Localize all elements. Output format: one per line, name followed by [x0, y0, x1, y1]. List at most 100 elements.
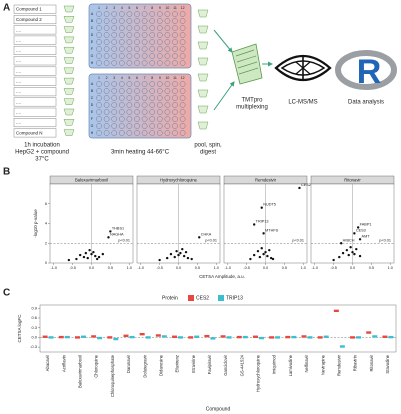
x-tick-label: Imiquimod: [272, 354, 277, 374]
box: [58, 335, 64, 339]
compound-label: ....: [16, 79, 21, 84]
x-tick-label: -0.5: [156, 266, 163, 270]
box: [80, 335, 86, 338]
compound-label: ....: [16, 48, 21, 53]
panel-label: A: [3, 3, 10, 14]
point: [179, 251, 182, 255]
plate-row: E: [91, 40, 94, 44]
well: [172, 39, 178, 45]
well: [172, 53, 178, 59]
well: [119, 39, 125, 45]
x-tick-label: Chloroquinephosphate: [110, 354, 115, 397]
plate-column: 8: [151, 76, 153, 80]
box: [64, 335, 70, 339]
well: [156, 53, 163, 59]
well: [164, 130, 171, 136]
well: [134, 18, 140, 24]
well: [172, 88, 178, 94]
well: [179, 95, 186, 101]
well: [111, 18, 117, 24]
panel-label: B: [3, 167, 10, 178]
well: [156, 109, 163, 115]
tube: [197, 73, 209, 82]
point: [353, 252, 356, 256]
well: [141, 95, 148, 101]
x-tick-label: 0.5: [282, 266, 287, 270]
plate-row: C: [91, 26, 94, 30]
point: [347, 253, 350, 257]
point-label: NUDT5: [263, 203, 276, 207]
box: [301, 335, 307, 338]
point: [262, 252, 265, 256]
compound-box: [13, 97, 57, 107]
well: [172, 11, 178, 17]
box: [226, 336, 232, 339]
well: [164, 116, 171, 122]
box: [113, 337, 119, 341]
tube: [63, 119, 75, 126]
x-tick-label: -0.5: [330, 266, 337, 270]
y-tick-label: 4: [45, 222, 47, 226]
point-label: MTHFS: [265, 228, 279, 232]
x-tick-label: Ribavirin: [353, 354, 358, 371]
box: [323, 335, 329, 338]
point: [82, 255, 86, 259]
well: [111, 88, 117, 94]
tube: [197, 9, 209, 18]
well: [172, 81, 178, 87]
well: [134, 81, 140, 87]
x-tick-label: -1.0: [224, 266, 231, 270]
compound-box: [13, 25, 57, 35]
box: [382, 335, 388, 338]
point: [190, 257, 193, 261]
box: [74, 336, 80, 339]
well: [103, 32, 110, 38]
well: [111, 81, 117, 87]
compound-label: ....: [16, 68, 21, 73]
well: [179, 109, 186, 115]
well: [156, 102, 163, 108]
compound-box: [13, 15, 57, 25]
plate-row: E: [91, 110, 94, 114]
well: [141, 25, 148, 31]
legend-label: CES2: [196, 295, 209, 301]
box: [242, 335, 248, 339]
well: [103, 95, 110, 101]
well: [119, 88, 125, 94]
x-tick-label: Didanosine: [158, 354, 163, 376]
y-tick-label: 0.0: [31, 334, 37, 339]
tube: [63, 16, 75, 23]
plate-row: G: [91, 124, 94, 128]
x-tick-label: Ganciclovir: [223, 354, 228, 375]
compound-label: ....: [16, 27, 21, 32]
x-axis-label: CETSA Amplitude, a.u.: [199, 274, 245, 279]
point: [356, 226, 360, 229]
point: [177, 253, 180, 257]
well: [96, 102, 102, 108]
tube: [63, 36, 75, 44]
point: [169, 252, 173, 256]
well: [172, 123, 178, 129]
point: [198, 236, 201, 239]
well: [111, 130, 117, 136]
well: [103, 53, 110, 59]
panel-label: C: [3, 288, 10, 299]
box: [366, 331, 372, 334]
point: [101, 252, 105, 256]
plate-row: A: [91, 82, 94, 86]
well: [156, 123, 163, 129]
plate: [88, 3, 192, 69]
compound-label: ....: [16, 110, 21, 115]
well: [103, 11, 110, 17]
well: [111, 11, 117, 17]
point-label: FABP1: [360, 222, 372, 226]
box: [269, 336, 275, 339]
well: [119, 109, 125, 115]
plate-column: 8: [151, 6, 153, 10]
x-tick-label: 1.0: [214, 266, 219, 270]
well: [103, 46, 110, 52]
well: [179, 18, 186, 24]
well: [134, 25, 140, 31]
plate-column: 1: [98, 76, 100, 80]
